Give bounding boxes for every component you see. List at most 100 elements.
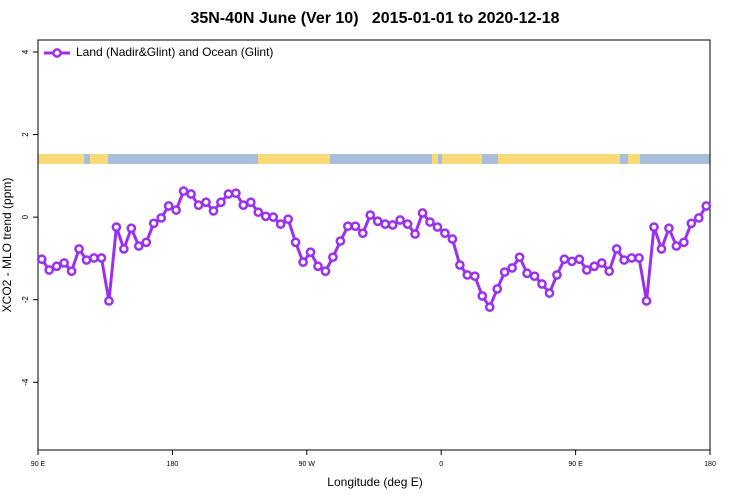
point: [44, 265, 55, 275]
point: [656, 244, 667, 254]
point: [260, 211, 271, 222]
point: [499, 267, 510, 277]
point: [245, 197, 256, 208]
x-axis-label: Longitude (deg E): [327, 475, 422, 489]
point: [193, 200, 204, 211]
point: [253, 207, 264, 218]
point: [178, 186, 189, 196]
point: [74, 244, 84, 254]
point: [432, 222, 443, 232]
point: [537, 279, 547, 289]
point: [410, 229, 420, 239]
point: [380, 219, 391, 229]
point: [148, 218, 159, 229]
point: [589, 261, 600, 272]
point: [350, 221, 361, 232]
point: [664, 223, 674, 234]
y-tick-label: -4: [21, 378, 30, 386]
point: [171, 205, 181, 215]
point: [357, 228, 368, 239]
point: [298, 257, 308, 267]
point: [649, 222, 659, 232]
point: [223, 189, 234, 199]
point: [313, 261, 323, 272]
y-tick-label: 4: [21, 49, 30, 54]
y-tick-label: 2: [21, 132, 30, 137]
x-tick-label: 90 E: [31, 461, 46, 468]
point: [440, 228, 450, 239]
y-axis-label: XCO2 - MLO trend (ppm): [0, 178, 14, 313]
point: [693, 213, 704, 223]
x-tick-label: 0: [439, 461, 443, 468]
point: [455, 260, 465, 270]
point: [492, 284, 503, 294]
point: [567, 256, 577, 267]
point: [328, 252, 338, 263]
point: [671, 241, 682, 251]
point: [320, 266, 331, 277]
point: [141, 237, 152, 248]
legend-label: Land (Nadir&Glint) and Ocean (Glint): [76, 45, 273, 59]
point: [96, 253, 107, 263]
point: [119, 244, 129, 254]
point: [305, 247, 316, 258]
point: [290, 237, 301, 248]
point: [574, 254, 585, 265]
point: [559, 254, 570, 265]
point: [343, 221, 353, 232]
point: [679, 237, 689, 248]
point: [372, 216, 383, 227]
point: [477, 291, 488, 301]
point: [81, 255, 92, 265]
point: [462, 270, 473, 280]
point: [626, 253, 637, 263]
point: [231, 188, 241, 199]
point: [89, 253, 99, 263]
point: [544, 288, 555, 298]
point: [641, 296, 652, 306]
point: [596, 258, 607, 268]
point: [201, 197, 211, 208]
point: [701, 201, 712, 211]
point: [387, 220, 398, 230]
point: [507, 263, 517, 273]
x-tick-label: 90 W: [299, 461, 316, 468]
y-tick-label: 0: [21, 214, 30, 219]
point: [604, 266, 615, 277]
point: [59, 258, 69, 268]
point: [268, 212, 279, 222]
point: [425, 217, 435, 227]
point: [611, 244, 622, 254]
point: [104, 296, 114, 306]
point: [619, 255, 629, 265]
point: [552, 270, 562, 280]
point: [186, 189, 196, 199]
point: [395, 215, 405, 225]
point: [335, 236, 346, 246]
point: [283, 214, 293, 225]
point: [469, 271, 480, 282]
y-tick-label: -2: [21, 296, 30, 304]
point: [238, 200, 249, 211]
point: [514, 252, 525, 263]
land-ocean-strip: [38, 154, 710, 164]
point: [208, 206, 219, 216]
point: [275, 219, 286, 229]
point: [36, 254, 47, 265]
x-tick-label: 180: [167, 461, 179, 468]
point: [402, 219, 413, 229]
x-tick-label: 90 E: [568, 461, 583, 468]
point: [156, 213, 167, 223]
x-tick-label: 180: [704, 461, 716, 468]
point: [634, 253, 644, 263]
point: [365, 210, 376, 220]
point: [686, 218, 697, 229]
point: [66, 266, 77, 277]
point: [522, 268, 532, 279]
point: [111, 222, 122, 232]
point: [484, 302, 495, 312]
point: [163, 201, 174, 211]
point: [581, 265, 592, 275]
point: [447, 234, 458, 244]
